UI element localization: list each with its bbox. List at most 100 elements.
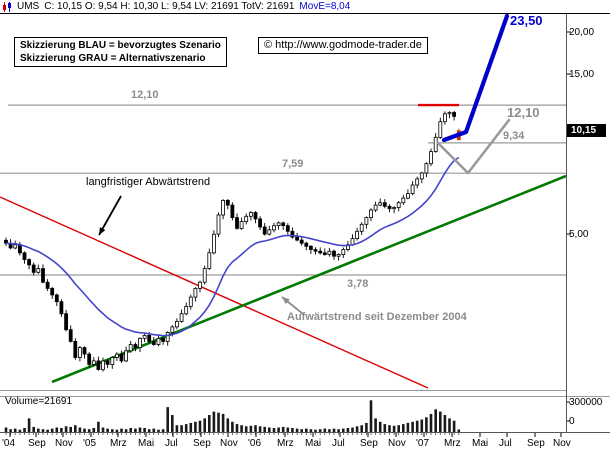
volume-bar <box>134 428 137 432</box>
volume-bar <box>439 411 442 432</box>
candle-body <box>433 136 438 152</box>
quote-info-bar: UMS C: 10,15 O: 9,54 H: 10,30 L: 9,54 LV… <box>0 0 610 14</box>
moving-average-value: MovE=8,04 <box>299 1 351 12</box>
candle-body <box>27 259 32 266</box>
volume-bar <box>378 421 382 432</box>
volume-bar <box>217 412 220 432</box>
x-axis-label: Jul <box>499 438 512 449</box>
candle-body <box>221 199 226 216</box>
candle-body <box>299 239 304 244</box>
trendline-langfristiger-abwaertstrend <box>0 196 429 389</box>
volume-bar <box>406 422 410 432</box>
candle-body <box>225 199 230 206</box>
moving-average-line <box>5 156 460 337</box>
candle-body <box>327 250 332 255</box>
downtrend-annotation: langfristiger Abwärtstrend <box>86 176 211 188</box>
volume-bar <box>9 429 12 432</box>
candle-body <box>161 337 166 342</box>
x-axis-label: Sep <box>527 438 545 449</box>
x-axis-label: Mrz <box>277 438 294 449</box>
volume-bar <box>374 418 377 432</box>
volume-bar <box>175 425 179 432</box>
volume-bar <box>388 425 391 432</box>
candle-body <box>332 250 336 257</box>
volume-bar <box>46 429 49 432</box>
candle-body <box>50 287 55 296</box>
candle-body <box>202 268 207 283</box>
volume-bar <box>420 419 424 432</box>
volume-bar <box>226 418 230 432</box>
volume-bar <box>244 426 248 432</box>
volume-bar <box>147 429 151 432</box>
volume-bar <box>434 409 437 432</box>
volume-bar <box>240 425 243 432</box>
candle-body <box>438 121 443 138</box>
volume-bar <box>198 420 202 432</box>
x-axis-label: '05 <box>83 438 97 449</box>
candle-body <box>239 221 244 229</box>
volume-bar <box>143 428 146 432</box>
volume-bar <box>23 428 26 432</box>
candle-body <box>133 344 138 348</box>
candle-body <box>392 207 397 210</box>
x-axis-label: Nov <box>388 438 406 449</box>
volume-bar <box>346 428 350 432</box>
level-label-7-59: 7,59 <box>282 158 304 170</box>
candle-body <box>447 112 452 115</box>
candle-body <box>174 321 179 328</box>
candle-body <box>110 357 115 365</box>
candle-body <box>105 360 110 365</box>
volume-bar <box>161 429 165 432</box>
price-axis-tick: 20,00 <box>569 27 595 38</box>
volume-bar <box>32 426 35 432</box>
x-axis-label: Sep <box>360 438 378 449</box>
x-axis-label: Nov <box>553 438 571 449</box>
volume-bar <box>411 421 414 432</box>
current-price-badge: 10,15 <box>567 124 606 137</box>
volume-bar <box>13 428 17 432</box>
candle-body <box>290 230 295 238</box>
volume-bar <box>18 429 22 432</box>
candle-body <box>419 172 424 180</box>
volume-bar <box>328 429 331 432</box>
volume-bar <box>92 428 96 432</box>
symbol-label: UMS <box>17 1 40 12</box>
volume-bar <box>254 425 257 432</box>
candle-body <box>156 337 161 345</box>
volume-bar <box>258 426 262 432</box>
candle-body <box>22 252 27 261</box>
candle-body <box>253 212 258 220</box>
level-label-3-78: 3,78 <box>347 278 369 290</box>
candle-body <box>184 305 189 315</box>
volume-bar <box>208 415 211 432</box>
volume-bar <box>235 424 239 432</box>
candle-body <box>138 337 142 348</box>
candle-body <box>244 215 249 223</box>
candle-body <box>115 353 119 358</box>
candle-body <box>378 202 383 206</box>
volume-bar <box>300 429 303 432</box>
candle-body <box>198 281 202 289</box>
candle-body <box>382 202 387 207</box>
volume-bar <box>309 429 313 432</box>
volume-bar <box>55 427 59 432</box>
candle-body <box>401 197 406 204</box>
candle-body <box>276 222 281 226</box>
candle-body <box>424 163 429 174</box>
x-axis-label: Mai <box>472 438 489 449</box>
price-axis-tick: 15,00 <box>569 69 595 80</box>
candle-body <box>59 301 64 315</box>
candle-body <box>142 334 147 339</box>
volume-bar <box>443 415 447 432</box>
candle-body <box>36 268 41 273</box>
volume-bar <box>97 421 100 432</box>
volume-bar <box>425 417 428 432</box>
annotation-arrow <box>98 195 122 236</box>
candle-body <box>165 332 170 342</box>
candle-body <box>355 230 360 240</box>
candle-body <box>207 252 212 270</box>
volume-bar <box>268 427 271 432</box>
volume-axis-tick: 300000 <box>569 397 603 408</box>
volume-bar <box>263 426 266 432</box>
